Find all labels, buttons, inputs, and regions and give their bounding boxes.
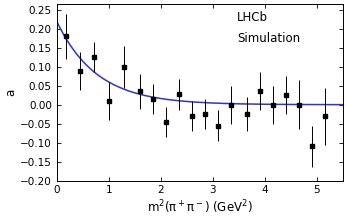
X-axis label: m$^2$(π$^+$π$^-$) (GeV$^2$): m$^2$(π$^+$π$^-$) (GeV$^2$) [147,198,253,216]
Text: LHCb: LHCb [237,11,268,24]
Y-axis label: a: a [4,89,17,96]
Text: Simulation: Simulation [237,32,300,45]
